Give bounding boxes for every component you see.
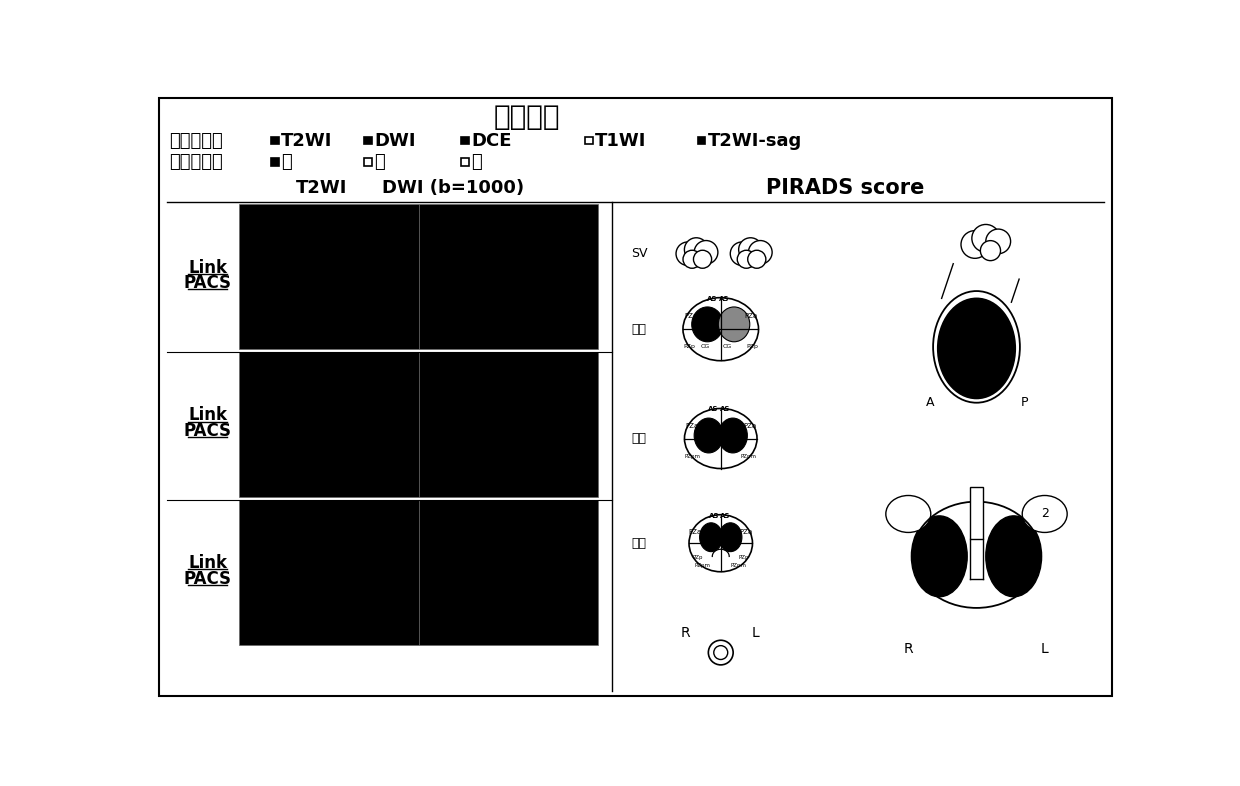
Ellipse shape: [694, 418, 723, 453]
Text: DWI (b=1000): DWI (b=1000): [382, 179, 525, 197]
Bar: [697, 137, 706, 145]
Text: 中间: 中间: [631, 432, 646, 445]
Text: PZa: PZa: [686, 423, 698, 428]
Text: R: R: [681, 626, 691, 641]
Circle shape: [961, 230, 990, 259]
Ellipse shape: [937, 299, 1016, 399]
Text: PZa: PZa: [739, 529, 753, 534]
Text: T2WI-sag: T2WI-sag: [708, 131, 802, 149]
Text: PZa: PZa: [684, 314, 697, 319]
Bar: [272, 158, 279, 166]
Circle shape: [972, 225, 999, 252]
Text: T2WI: T2WI: [296, 179, 347, 197]
Text: PZp: PZp: [692, 555, 703, 560]
Text: DWI: DWI: [374, 131, 415, 149]
Bar: [238, 352, 598, 497]
Text: CG: CG: [701, 344, 711, 350]
Text: PZa: PZa: [688, 529, 702, 534]
Ellipse shape: [718, 307, 750, 342]
Circle shape: [730, 242, 754, 266]
Circle shape: [981, 241, 1001, 261]
Text: 顶点: 顶点: [631, 537, 646, 549]
Circle shape: [714, 645, 728, 659]
Text: PZpm: PZpm: [740, 454, 756, 459]
Bar: [970, 487, 983, 539]
Text: T2WI: T2WI: [281, 131, 332, 149]
Text: P: P: [1021, 396, 1028, 409]
Bar: [272, 137, 279, 145]
Ellipse shape: [718, 418, 748, 453]
Text: AS: AS: [720, 406, 730, 413]
Text: 良: 良: [374, 153, 386, 171]
Text: AS: AS: [709, 513, 719, 519]
Text: R: R: [904, 641, 913, 656]
Ellipse shape: [684, 409, 756, 468]
Text: PZp: PZp: [739, 555, 749, 560]
Text: 图像质量：: 图像质量：: [169, 153, 223, 171]
Circle shape: [738, 250, 755, 268]
Text: DCE: DCE: [471, 131, 512, 149]
Bar: [585, 137, 593, 145]
Bar: [365, 137, 372, 145]
Text: A: A: [926, 396, 934, 409]
Text: Link: Link: [188, 259, 227, 277]
Bar: [238, 500, 598, 645]
Text: PACS: PACS: [184, 422, 232, 440]
Ellipse shape: [683, 298, 759, 361]
Circle shape: [694, 241, 718, 264]
Text: PACS: PACS: [184, 274, 232, 292]
Ellipse shape: [1022, 495, 1068, 532]
Circle shape: [693, 250, 712, 268]
Text: L: L: [1040, 641, 1049, 656]
Text: AS: AS: [719, 296, 729, 302]
Bar: [461, 158, 469, 166]
Ellipse shape: [699, 523, 723, 552]
Text: Link: Link: [188, 406, 227, 424]
Ellipse shape: [911, 516, 967, 597]
Circle shape: [739, 238, 763, 261]
Circle shape: [748, 250, 766, 268]
Circle shape: [749, 241, 773, 264]
Ellipse shape: [689, 515, 753, 571]
Circle shape: [683, 250, 701, 268]
Text: CG: CG: [722, 344, 732, 350]
Text: AS: AS: [707, 296, 718, 302]
Text: 影像观察: 影像观察: [494, 104, 560, 131]
Text: SV: SV: [631, 248, 649, 260]
Text: PACS: PACS: [184, 570, 232, 588]
Text: PZpm: PZpm: [694, 564, 711, 568]
Text: PZa: PZa: [744, 314, 758, 319]
Text: 2: 2: [1040, 508, 1049, 520]
Text: 扫描序列：: 扫描序列：: [169, 131, 223, 149]
Text: T1WI: T1WI: [595, 131, 646, 149]
Text: 基底: 基底: [631, 323, 646, 336]
Text: PIRADS score: PIRADS score: [765, 178, 924, 198]
Bar: [365, 158, 372, 166]
Bar: [461, 137, 469, 145]
Text: L: L: [751, 626, 760, 641]
Ellipse shape: [986, 516, 1042, 597]
Circle shape: [684, 238, 708, 261]
Text: Link: Link: [188, 554, 227, 572]
Text: PZpm: PZpm: [684, 454, 701, 459]
Circle shape: [708, 641, 733, 665]
Ellipse shape: [719, 523, 742, 552]
Text: PZp: PZp: [683, 344, 696, 350]
Text: AS: AS: [720, 513, 730, 519]
Text: PZpm: PZpm: [730, 564, 746, 568]
Circle shape: [676, 242, 699, 266]
Text: PZp: PZp: [746, 344, 758, 350]
Ellipse shape: [885, 495, 931, 532]
Ellipse shape: [692, 307, 723, 342]
Circle shape: [986, 229, 1011, 254]
Text: AS: AS: [708, 406, 719, 413]
Text: PZa: PZa: [743, 423, 756, 428]
Text: 差: 差: [471, 153, 482, 171]
Bar: [238, 204, 598, 349]
Text: 优: 优: [281, 153, 293, 171]
